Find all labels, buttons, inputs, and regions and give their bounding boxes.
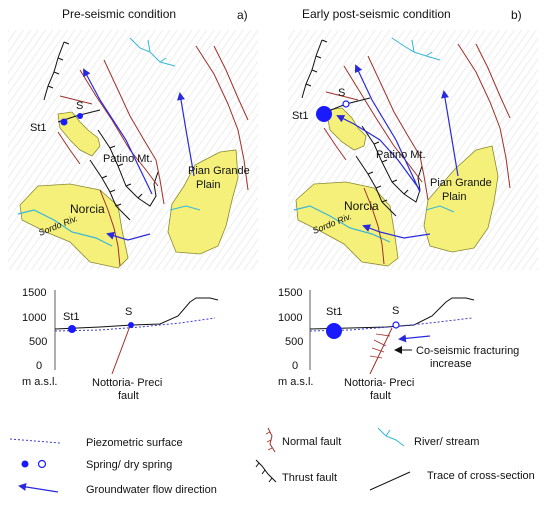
fault-a bbox=[111, 325, 131, 375]
panel-a-title: Pre-seismic condition bbox=[62, 7, 176, 21]
fault-label-b-2: fault bbox=[370, 390, 391, 402]
normal-faults-a bbox=[57, 45, 249, 267]
ytick-a-1000: 1000 bbox=[22, 312, 46, 324]
section-label-s-b: S bbox=[392, 305, 399, 317]
spring-st1-b bbox=[316, 106, 332, 122]
normal-faults-b bbox=[323, 43, 511, 265]
thrust-ticks-b bbox=[305, 39, 409, 203]
legend-normal-fault: Normal fault bbox=[282, 436, 341, 448]
legend-trace-symbol bbox=[369, 471, 411, 491]
panel-a-letter: a) bbox=[237, 8, 248, 22]
ytick-b-500: 500 bbox=[285, 336, 303, 348]
piezometric-b bbox=[309, 317, 473, 332]
legend-flow-symbol bbox=[18, 482, 59, 493]
cross-section-b: 1500 1000 500 0 m a.s.l. St1 S Co-seismi… bbox=[278, 287, 519, 402]
plain-norcia-a bbox=[19, 183, 129, 269]
section-dry-spring-s-b bbox=[392, 321, 400, 329]
legend-piezometric-symbol bbox=[9, 438, 61, 444]
label-pian-grande-1-b: Pian Grande bbox=[430, 177, 492, 189]
section-label-s-a: S bbox=[125, 306, 132, 318]
label-patino-b: Patino Mt. bbox=[376, 149, 426, 161]
plain-pian-grande-a bbox=[167, 149, 239, 255]
ytick-a-500: 500 bbox=[29, 336, 47, 348]
label-st1-b: St1 bbox=[292, 110, 309, 122]
legend-river: River/ stream bbox=[414, 436, 479, 448]
fault-label-b-1: Nottoria- Preci bbox=[344, 377, 414, 389]
annotation-2: increase bbox=[430, 358, 472, 370]
spring-s-a bbox=[77, 113, 83, 119]
label-pian-grande-1-a: Pian Grande bbox=[188, 165, 250, 177]
panel-a-map: Pre-seismic condition a) bbox=[8, 7, 258, 270]
topography-b bbox=[309, 297, 475, 330]
section-spring-st1-a bbox=[68, 325, 76, 333]
label-s-b: S bbox=[338, 87, 345, 99]
legend-river-branch bbox=[385, 429, 391, 437]
label-pian-grande-2-b: Plain bbox=[442, 191, 466, 203]
legend-dry-spring-symbol bbox=[37, 459, 47, 469]
ytick-b-1000: 1000 bbox=[278, 312, 302, 324]
legend-spring-symbol bbox=[21, 460, 29, 468]
cross-section-a: 1500 1000 500 0 m a.s.l. St1 S Nottoria-… bbox=[22, 287, 219, 402]
label-pian-grande-2-a: Plain bbox=[196, 179, 220, 191]
unit-a: m a.s.l. bbox=[22, 376, 57, 388]
spring-st1-a bbox=[60, 118, 68, 126]
panel-b-title: Early post-seismic condition bbox=[302, 7, 451, 21]
fault-label-a-2: fault bbox=[118, 390, 139, 402]
label-patino-a: Patino Mt. bbox=[103, 153, 153, 165]
label-norcia-a: Norcia bbox=[70, 202, 105, 216]
plain-norcia-b bbox=[295, 181, 399, 267]
ytick-a-1500: 1500 bbox=[22, 287, 46, 299]
rivers-a bbox=[129, 37, 176, 67]
legend-normal-fault-ticks bbox=[265, 431, 273, 451]
section-spring-s-a bbox=[128, 322, 134, 328]
fracturing-b bbox=[369, 333, 391, 359]
panel-b-map: Early post-seismic condition b) bbox=[288, 7, 538, 270]
legend-piezometric: Piezometric surface bbox=[86, 437, 183, 449]
river-sordo-a bbox=[17, 209, 113, 247]
flow-arrows-b bbox=[336, 64, 459, 239]
legend-trace: Trace of cross-section bbox=[427, 470, 535, 482]
legend-river-symbol bbox=[377, 427, 405, 447]
legend-thrust-ticks bbox=[255, 462, 273, 483]
fault-label-a-1: Nottoria- Preci bbox=[92, 377, 162, 389]
rivers-b bbox=[391, 37, 441, 61]
topography-a bbox=[54, 297, 219, 330]
piezometric-a bbox=[54, 317, 216, 332]
dry-spring-s-b bbox=[342, 100, 350, 108]
section-label-st1-a: St1 bbox=[63, 311, 80, 323]
section-flow-arrow-b bbox=[398, 334, 431, 343]
plain-northwest-b bbox=[325, 107, 367, 151]
river-sordo-b bbox=[293, 205, 391, 243]
label-norcia-b: Norcia bbox=[344, 199, 379, 213]
annotation-1: Co-seismic fracturing bbox=[416, 345, 519, 357]
label-s-a: S bbox=[76, 100, 83, 112]
panel-b-letter: b) bbox=[511, 8, 522, 22]
section-label-st1-b: St1 bbox=[326, 306, 343, 318]
flow-arrows-a bbox=[83, 68, 195, 241]
river-pian-a bbox=[169, 205, 201, 211]
label-st1-a: St1 bbox=[30, 122, 47, 134]
legend-spring: Spring/ dry spring bbox=[86, 459, 172, 471]
legend: Piezometric surface Spring/ dry spring G… bbox=[9, 427, 535, 496]
section-spring-st1-b bbox=[326, 323, 342, 339]
ytick-b-0: 0 bbox=[292, 360, 298, 372]
river-pian-b bbox=[425, 205, 455, 213]
legend-thrust: Thrust fault bbox=[282, 472, 337, 484]
ytick-a-0: 0 bbox=[36, 360, 42, 372]
unit-b: m a.s.l. bbox=[278, 376, 313, 388]
plain-northwest-a bbox=[57, 111, 101, 157]
legend-flow: Groundwater flow direction bbox=[86, 484, 217, 496]
ytick-b-1500: 1500 bbox=[278, 287, 302, 299]
thrust-ticks-a bbox=[47, 41, 143, 207]
